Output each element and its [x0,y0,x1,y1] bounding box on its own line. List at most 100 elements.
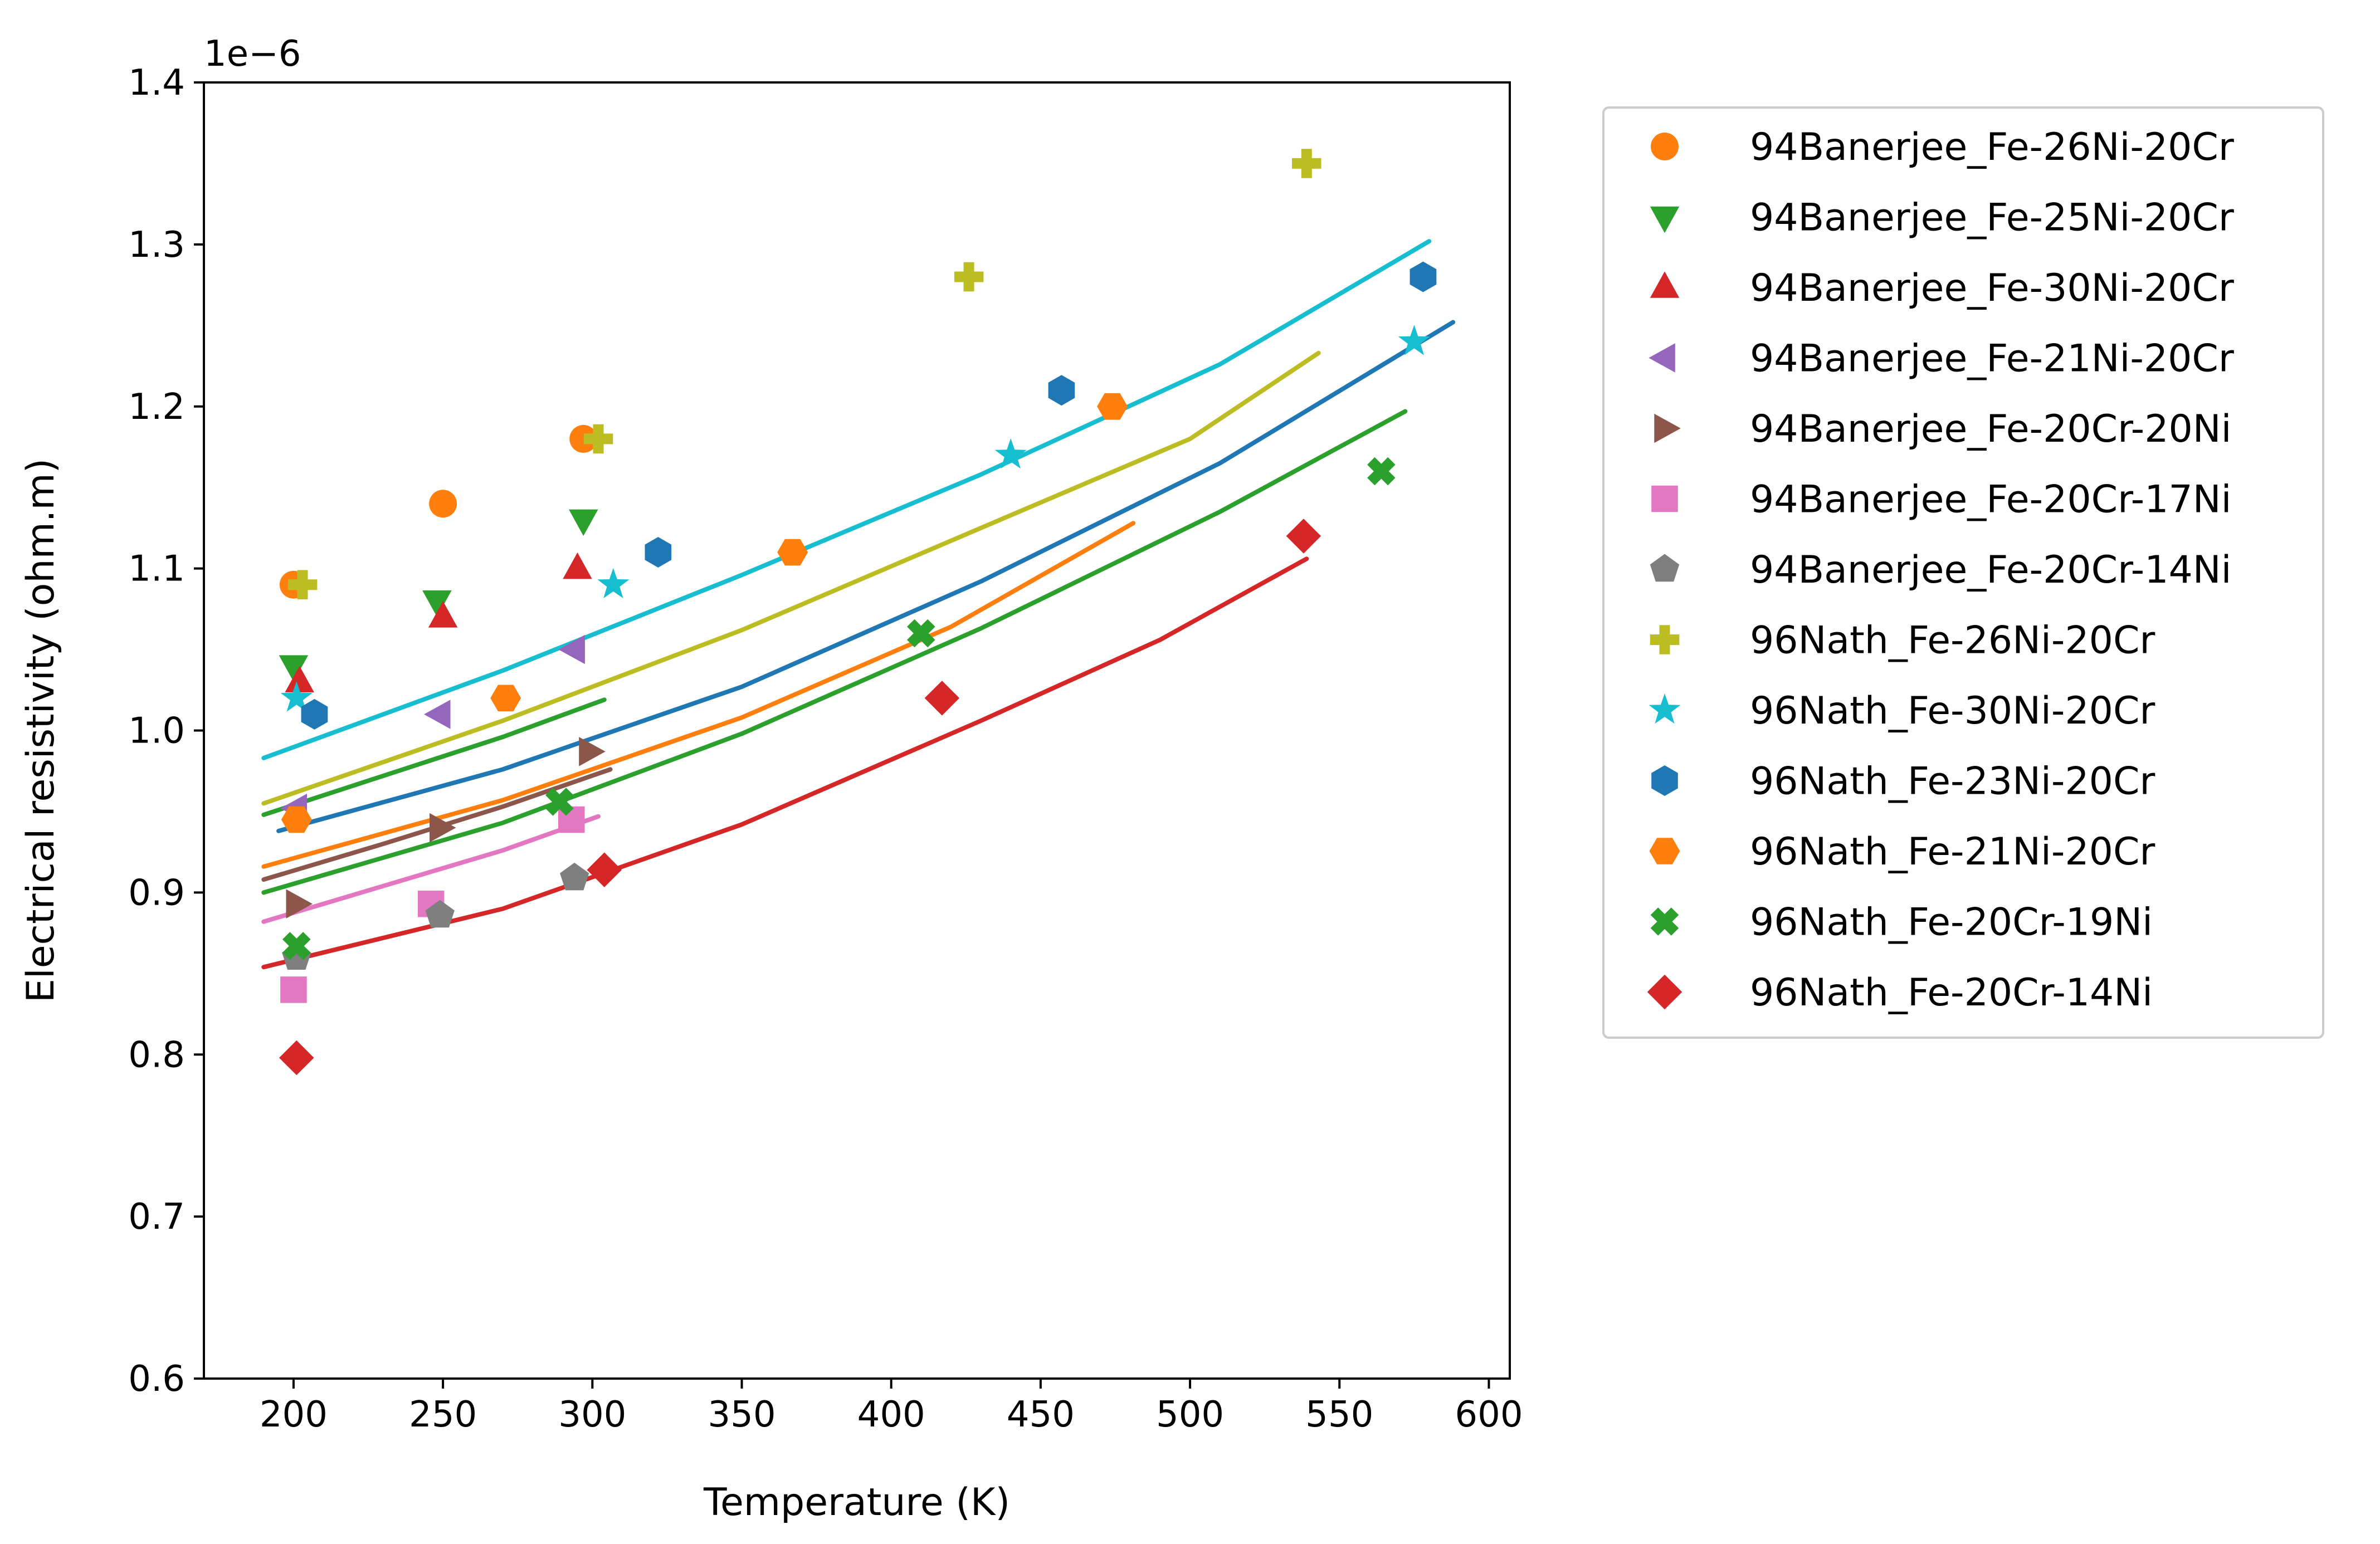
x-tick-label: 300 [558,1394,626,1435]
data-point-s11-p2 [490,685,521,712]
data-point-s13-p2 [587,852,622,887]
legend-marker-3 [1650,271,1680,298]
data-point-s1-p3 [569,424,598,453]
fit-lines [261,239,1456,970]
data-point-s11-p4 [1097,393,1128,420]
legend-label: 96Nath_Fe-30Ni-20Cr [1750,689,2155,733]
y-tick-label: 1.4 [128,62,185,104]
data-point-s9-p3 [994,438,1027,469]
y-tick-label: 0.8 [128,1034,185,1076]
data-point-s4-p3 [558,634,585,664]
x-tick-label: 450 [1007,1394,1075,1435]
data-point-s13-p3 [924,681,960,716]
fit-line-2 [261,350,1321,806]
y-axis-ticks: 0.6 0.7 0.8 0.9 1.0 1.1 1.2 1.3 1.4 [128,62,204,1400]
data-point-s12-p1 [282,932,311,960]
data-point-s2-p3 [569,509,598,536]
data-point-s10-p3 [1048,375,1075,406]
legend-label: 96Nath_Fe-20Cr-14Ni [1750,971,2153,1015]
data-point-s8-p2 [583,424,613,454]
x-tick-label: 250 [409,1394,477,1435]
legend-label: 96Nath_Fe-23Ni-20Cr [1750,760,2155,804]
data-point-s6-p1 [280,976,307,1003]
data-point-s10-p1 [301,698,328,730]
y-tick-label: 1.0 [128,711,185,752]
data-point-s5-p3 [579,737,606,766]
data-point-s11-p3 [777,539,808,566]
legend-marker-2 [1650,206,1680,233]
legend: 94Banerjee_Fe-26Ni-20Cr 94Banerjee_Fe-25N… [1602,106,2324,1039]
legend-marker-11 [1649,838,1680,864]
data-point-s10-p2 [645,537,672,568]
fit-line-4 [261,697,607,817]
y-tick-label: 0.6 [128,1359,185,1400]
legend-marker-7 [1650,554,1680,582]
data-point-s1-p2 [429,490,457,518]
legend-marker-4 [1649,343,1675,373]
legend-label: 94Banerjee_Fe-21Ni-20Cr [1750,337,2234,381]
y-tick-label: 0.9 [128,872,185,913]
data-point-s12-p2 [545,788,574,816]
data-point-s8-p1 [287,570,318,599]
data-markers [279,149,1437,1076]
legend-label: 94Banerjee_Fe-20Cr-14Ni [1750,548,2232,592]
data-point-s5-p1 [286,889,313,918]
legend-label: 94Banerjee_Fe-20Cr-17Ni [1750,478,2232,522]
legend-marker-5 [1654,413,1681,443]
data-point-s13-p1 [279,1040,314,1076]
y-offset-text: 1e−6 [204,33,301,75]
y-axis-label: Electrical resistivity (ohm.m) [19,458,63,1003]
data-point-s9-p1 [280,681,313,712]
legend-marker-6 [1651,485,1678,512]
legend-label: 96Nath_Fe-20Cr-19Ni [1750,901,2153,945]
legend-label: 96Nath_Fe-26Ni-20Cr [1750,619,2155,663]
data-point-s9-p4 [1398,325,1430,355]
data-point-s12-p4 [1367,457,1396,486]
legend-marker-10 [1651,765,1678,796]
data-point-s3-p2 [428,601,458,628]
y-tick-label: 1.3 [128,224,185,266]
y-tick-label: 1.2 [128,387,185,428]
x-tick-label: 200 [260,1394,328,1435]
y-tick-label: 0.7 [128,1196,185,1238]
data-point-s10-p4 [1410,261,1437,292]
data-point-s8-p3 [954,262,984,292]
legend-marker-1 [1651,133,1679,160]
fit-line-7 [261,409,1408,895]
y-tick-label: 1.1 [128,549,185,590]
fit-line-3 [276,320,1456,833]
legend-marker-13 [1647,974,1682,1010]
legend-marker-9 [1649,693,1681,724]
x-tick-label: 400 [857,1394,925,1435]
fit-line-1 [261,239,1432,760]
x-axis-label: Temperature (K) [703,1481,1010,1525]
data-point-s4-p2 [424,700,451,729]
data-point-s2-p1 [279,655,309,682]
legend-box [1602,106,2324,1039]
legend-label: 96Nath_Fe-21Ni-20Cr [1750,830,2155,874]
x-tick-label: 550 [1305,1394,1373,1435]
fit-line-8 [261,814,601,924]
x-axis-ticks: 200 250 300 350 400 450 500 550 600 [260,1379,1523,1435]
data-point-s7-p2 [425,900,455,928]
x-tick-label: 350 [708,1394,776,1435]
data-point-s13-p4 [1286,519,1321,554]
data-point-s3-p1 [285,666,314,692]
x-tick-label: 600 [1455,1394,1523,1435]
data-point-s7-p3 [560,862,589,891]
data-point-s5-p2 [430,813,456,843]
legend-label: 94Banerjee_Fe-30Ni-20Cr [1750,266,2234,310]
legend-marker-12 [1650,907,1679,936]
x-tick-label: 500 [1156,1394,1224,1435]
data-point-s11-p1 [281,806,312,833]
legend-label: 94Banerjee_Fe-25Ni-20Cr [1750,196,2234,240]
data-point-s2-p2 [422,590,452,617]
fit-line-5 [261,521,1136,869]
legend-label: 94Banerjee_Fe-20Cr-20Ni [1750,407,2232,451]
fit-line-9 [261,556,1309,970]
legend-label: 94Banerjee_Fe-26Ni-20Cr [1750,125,2234,169]
legend-marker-8 [1650,625,1680,654]
data-point-s8-p4 [1292,149,1321,178]
data-point-s12-p3 [907,619,935,648]
